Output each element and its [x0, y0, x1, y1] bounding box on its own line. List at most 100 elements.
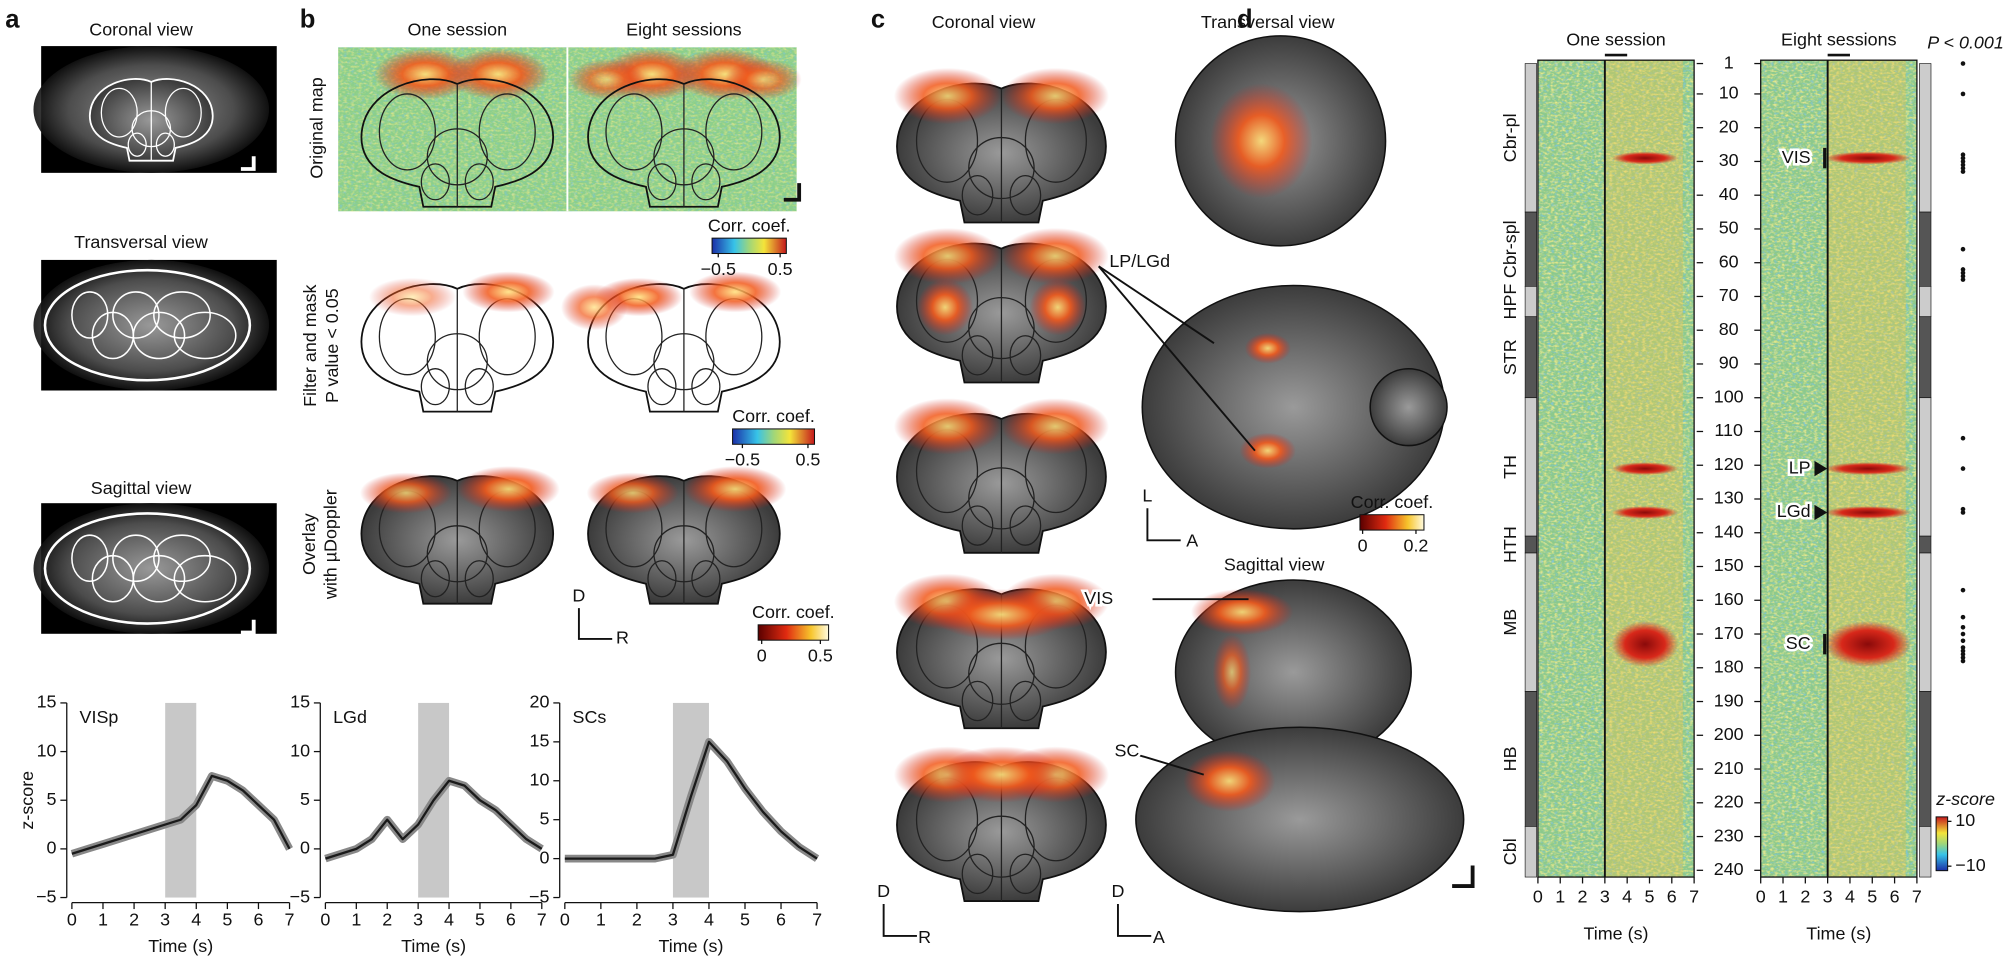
significance-dot — [1960, 587, 1966, 593]
brain-region — [420, 560, 450, 598]
brain-region — [705, 93, 763, 171]
significance-dot — [1960, 651, 1966, 657]
activation — [1210, 83, 1313, 199]
heatmap-frame — [1537, 59, 1695, 878]
brain-region — [1009, 853, 1042, 895]
x-tick-label: 7 — [1689, 886, 1699, 906]
y-tick-label: 150 — [1714, 555, 1744, 575]
y-tick-label: 5 — [300, 789, 310, 809]
x-tick-label: 4 — [1845, 886, 1855, 906]
activation — [916, 279, 974, 336]
y-tick-label: 20 — [530, 692, 550, 712]
x-tick-label: 4 — [191, 909, 201, 929]
brain-region — [127, 132, 147, 157]
x-axis-label: Time (s) — [1806, 923, 1871, 943]
annotation-marker — [1814, 504, 1828, 521]
significance-dot — [1960, 655, 1966, 660]
view-title: Transversal view — [74, 232, 208, 252]
significance-dot — [1960, 648, 1966, 654]
region-bar — [1919, 211, 1932, 287]
brain-region — [691, 368, 721, 406]
atlas-outline — [43, 512, 252, 625]
activation — [1212, 633, 1252, 711]
region-label: HB — [1500, 746, 1520, 771]
brain-region — [647, 368, 677, 406]
x-tick-label: 2 — [1800, 886, 1810, 906]
brain-region — [164, 87, 202, 138]
y-tick-label: −5 — [290, 886, 310, 906]
row-label: P value < 0.05 — [322, 288, 342, 403]
y-tick-label: 0 — [47, 838, 57, 858]
orientation-label: A — [1153, 927, 1165, 947]
y-tick-label: 120 — [1714, 454, 1744, 474]
significance-dot — [1960, 162, 1966, 168]
stimulus-shade — [165, 702, 197, 898]
y-tick-label: 100 — [1714, 386, 1744, 406]
y-tick-label: 15 — [290, 692, 310, 712]
y-tick-label: 180 — [1714, 657, 1744, 677]
x-tick-label: 2 — [632, 909, 642, 929]
row-label: Overlay — [299, 513, 319, 575]
significance-dot — [1960, 61, 1966, 66]
activation — [1183, 750, 1276, 812]
region-label: TH — [1500, 455, 1520, 479]
brain-region — [464, 368, 494, 406]
x-tick-label: 6 — [506, 909, 516, 929]
x-tick-label: 6 — [253, 909, 263, 929]
activation — [1001, 67, 1109, 125]
colorbar-tick-label: 10 — [1955, 810, 1975, 830]
orientation-label: R — [616, 628, 629, 648]
view-title: Coronal view — [932, 12, 1036, 32]
activation — [893, 227, 1002, 285]
x-tick-label: 7 — [537, 909, 547, 929]
brain-region — [1009, 680, 1042, 722]
activation — [1244, 332, 1291, 364]
view-title: Sagittal view — [91, 478, 192, 498]
response-hotspot — [1611, 462, 1679, 476]
region-bar — [1919, 63, 1932, 213]
brain-region — [155, 132, 175, 157]
coronal-section — [88, 78, 214, 162]
activation — [939, 746, 1063, 803]
significance-dot — [1960, 165, 1966, 171]
x-axis-label: Time (s) — [658, 936, 723, 956]
orientation-arrows — [1146, 508, 1181, 542]
y-tick-label: 10 — [530, 770, 550, 790]
scale-bar — [240, 156, 256, 171]
significance-dot — [1960, 169, 1966, 174]
colorbar — [1935, 816, 1949, 872]
x-tick-label: 6 — [1890, 886, 1900, 906]
activation — [457, 466, 560, 513]
atlas-region — [153, 534, 211, 583]
orientation-label: L — [1142, 486, 1152, 506]
activation — [1001, 398, 1109, 455]
brain-region — [605, 93, 663, 171]
region-bar — [1524, 316, 1537, 399]
annotation-marker — [1814, 460, 1828, 477]
colorbar — [1359, 514, 1425, 531]
atlas-region — [71, 291, 109, 339]
y-tick-label: 10 — [1719, 83, 1739, 103]
y-tick-label: 70 — [1719, 285, 1739, 305]
x-tick-label: 7 — [285, 909, 295, 929]
activation — [359, 472, 453, 514]
colorbar-title: z-score — [1935, 789, 1995, 809]
annotation: VIS — [1084, 588, 1113, 608]
y-tick-label: 10 — [37, 740, 57, 760]
orientation-arrows — [577, 608, 613, 640]
region-bar — [1524, 535, 1537, 554]
orientation-label: A — [1186, 530, 1198, 550]
annotation-leader — [1126, 750, 1205, 776]
x-tick-label: 0 — [1533, 886, 1543, 906]
activation — [893, 398, 1002, 455]
view-title: Sagittal view — [1224, 555, 1325, 575]
x-tick-label: 5 — [475, 909, 485, 929]
y-tick-label: 200 — [1714, 724, 1744, 744]
annotation: SC — [1114, 740, 1139, 760]
region-bar — [1524, 552, 1537, 692]
region-bar — [1919, 316, 1932, 399]
y-tick-label: −5 — [36, 886, 56, 906]
view-title: Transversal view — [1201, 12, 1335, 32]
activation — [462, 271, 555, 313]
activation — [1239, 432, 1296, 469]
